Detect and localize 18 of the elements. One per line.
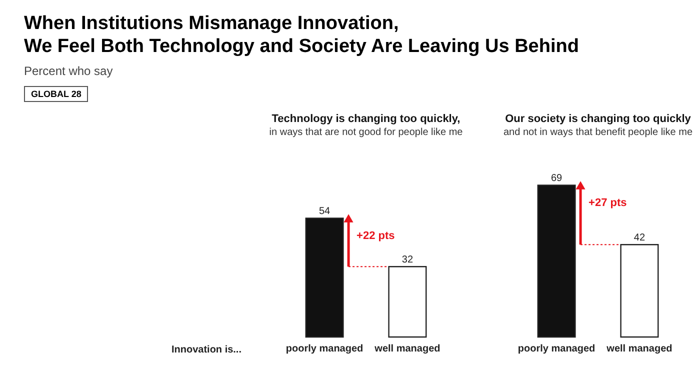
text: When Institutions Mismanage Innovation, We Feel Both Technology and Society Are Leaving Us Behind: [24, 12, 580, 58]
x-tick-label: well managed: [606, 344, 672, 354]
data-label: 32: [402, 254, 414, 266]
annotation: +22 pts: [356, 230, 395, 242]
x-tick-label: poorly managed: [518, 344, 596, 354]
text: Percent who say: [24, 64, 114, 78]
x-tick-label: poorly managed: [286, 344, 364, 354]
data-label: 69: [550, 173, 563, 184]
data-label: 54: [318, 206, 331, 218]
x-tick-label: well managed: [374, 344, 440, 354]
chart-subtitle: in ways that are not good for people like me: [269, 127, 464, 138]
chart-subtitle: and not in ways that benefit people like me: [503, 127, 693, 138]
text: GLOBAL 28: [24, 86, 88, 102]
chart-title: Our society is changing too quickly: [505, 113, 692, 125]
data-label: 42: [634, 232, 646, 244]
x-axis-title: Innovation is...: [171, 344, 242, 356]
chart-title: Technology is changing too quickly,: [272, 113, 460, 125]
annotation: +27 pts: [588, 197, 627, 210]
